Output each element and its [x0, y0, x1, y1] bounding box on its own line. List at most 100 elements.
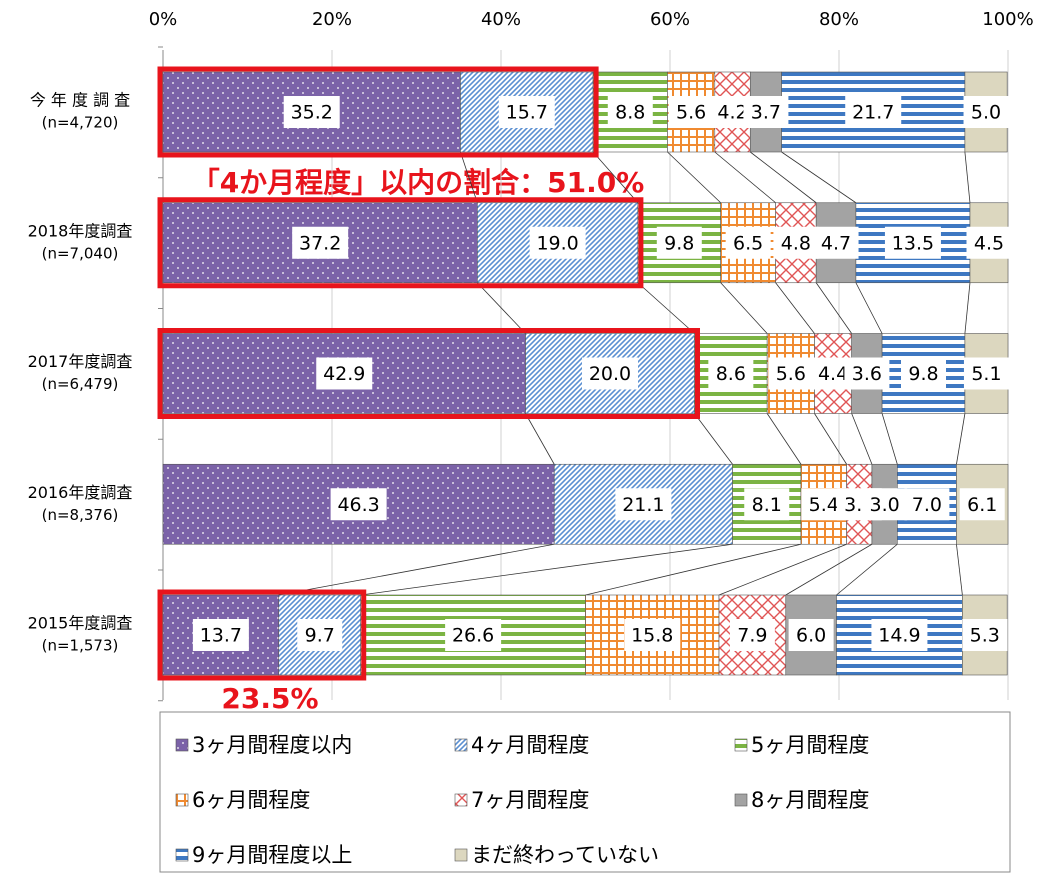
- sample-size-label: (n=6,479): [42, 375, 119, 393]
- value-label-bg: [297, 619, 343, 651]
- value-label: 6.5: [733, 232, 763, 254]
- connector: [714, 151, 776, 204]
- category-label: 今 年 度 調 査: [30, 91, 130, 110]
- legend-label: 9ヶ月間程度以上: [192, 843, 352, 867]
- value-label-bg: [773, 226, 819, 259]
- x-tick-label: 80%: [819, 9, 859, 30]
- legend-label: 6ヶ月間程度: [192, 788, 310, 812]
- value-label: 5.6: [776, 363, 806, 385]
- value-label: 35.2: [291, 102, 333, 124]
- value-label-bg: [884, 226, 941, 259]
- value-label: 20.0: [589, 363, 631, 385]
- connector: [585, 543, 802, 596]
- value-label: 4.8: [781, 232, 811, 254]
- value-label: 5.1: [971, 363, 1001, 385]
- value-label-bg: [788, 619, 834, 651]
- legend-label: まだ終わっていない: [471, 843, 659, 867]
- value-label: 3.7: [751, 102, 781, 124]
- connector: [781, 151, 857, 204]
- sample-size-label: (n=1,573): [42, 637, 119, 655]
- value-label-bg: [743, 96, 789, 128]
- value-label-bg: [330, 488, 387, 521]
- connector: [460, 151, 478, 203]
- value-label: 5.0: [971, 102, 1001, 124]
- connector: [775, 282, 815, 334]
- connector: [815, 282, 853, 334]
- value-label: 3.6: [852, 363, 882, 385]
- value-label-bg: [582, 357, 639, 390]
- category-label: 2018年度調査: [28, 221, 133, 240]
- value-label: 13.7: [200, 625, 242, 647]
- connector: [694, 413, 733, 465]
- value-label-bg: [292, 226, 349, 259]
- value-label-bg: [845, 96, 902, 128]
- legend-swatch: [454, 793, 468, 807]
- value-label: 6.1: [967, 494, 997, 516]
- value-label-bg: [283, 96, 340, 128]
- value-label: 15.7: [506, 102, 548, 124]
- value-label: 8.1: [752, 494, 782, 516]
- value-label: 21.7: [852, 102, 894, 124]
- legend-label: 8ヶ月間程度: [751, 788, 869, 812]
- value-label-bg: [529, 226, 586, 259]
- connector: [718, 543, 847, 596]
- highlight-box: [157, 589, 367, 681]
- value-label-bg: [624, 619, 681, 651]
- value-label-bg: [966, 226, 1012, 259]
- legend-label: 3ヶ月間程度以内: [192, 733, 352, 757]
- value-label: 42.9: [323, 363, 365, 385]
- x-tick-label: 40%: [481, 9, 521, 30]
- legend-label: 4ヶ月間程度: [471, 733, 589, 757]
- value-label: 37.2: [299, 232, 341, 254]
- legend-label: 7ヶ月間程度: [471, 788, 589, 812]
- value-label-bg: [963, 357, 1009, 390]
- connector: [750, 151, 817, 204]
- value-label: 46.3: [337, 494, 379, 516]
- value-label-bg: [744, 488, 790, 521]
- connector: [814, 413, 847, 465]
- value-label: 5.3: [970, 625, 1000, 647]
- sample-size-label: (n=8,376): [42, 506, 119, 524]
- value-label-bg: [963, 96, 1009, 128]
- value-label-bg: [962, 619, 1008, 651]
- value-label-bg: [192, 619, 249, 651]
- connector: [785, 543, 873, 596]
- value-label: 4.5: [974, 232, 1004, 254]
- sample-size-label: (n=4,720): [42, 114, 119, 132]
- value-label: 13.5: [892, 232, 934, 254]
- value-label: 4.2: [717, 102, 747, 124]
- connector: [525, 413, 555, 465]
- category-label: 2017年度調査: [28, 352, 133, 371]
- connector: [592, 151, 639, 204]
- x-tick-label: 100%: [982, 9, 1033, 30]
- connector: [766, 413, 802, 465]
- value-label-bg: [904, 488, 950, 521]
- legend-swatch: [175, 738, 189, 752]
- connector: [278, 543, 555, 596]
- connector: [637, 282, 695, 334]
- annotation: 「4か月程度」以内の割合：51.0%: [192, 166, 645, 199]
- value-label: 8.6: [716, 363, 746, 385]
- value-label-bg: [607, 96, 653, 128]
- value-label-bg: [901, 357, 946, 390]
- connector: [956, 413, 966, 465]
- value-label-bg: [844, 357, 890, 390]
- category-label: 2016年度調査: [28, 483, 133, 502]
- connector: [720, 282, 768, 334]
- connector: [360, 543, 733, 596]
- legend-swatch: [175, 793, 189, 807]
- value-label-bg: [656, 226, 702, 259]
- value-label: 15.8: [631, 625, 673, 647]
- value-label: 21.1: [622, 494, 664, 516]
- connector: [855, 282, 883, 334]
- value-label: 9.8: [908, 363, 938, 385]
- x-tick-label: 60%: [650, 9, 690, 30]
- value-label-bg: [871, 619, 928, 651]
- value-label: 6.0: [796, 625, 826, 647]
- legend-swatch: [734, 793, 748, 807]
- value-label: 5.4: [809, 494, 839, 516]
- legend-swatch: [734, 738, 748, 752]
- value-label: 26.6: [452, 625, 494, 647]
- x-tick-label: 20%: [312, 9, 352, 30]
- value-label-bg: [862, 488, 908, 521]
